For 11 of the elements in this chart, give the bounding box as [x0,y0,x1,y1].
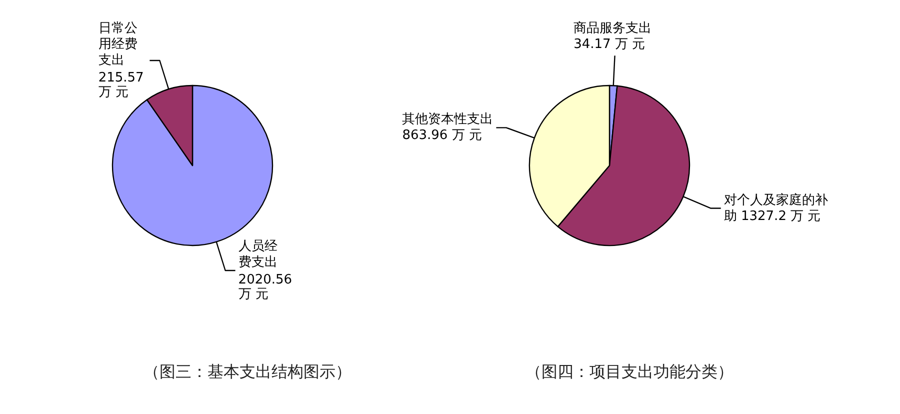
slice-label: 人员经费支出 [238,238,278,270]
data-label: 2020.56 万 元 [238,272,292,302]
slice-label: 商品服务支出 [574,21,652,36]
text: （图三：基本支出结构图示） [144,363,352,381]
data-label: 34.17 万 元 [574,37,646,52]
data-label: 215.57 万 元 [98,70,144,100]
slice-label: 日常公用经费支出 [98,21,138,68]
text: （图四：项目支出功能分类） [526,363,734,381]
slice-label: 其他资本性支出 [402,112,494,128]
slice-label: 对个人及家庭的补助 1327.2 万 元 [724,192,828,224]
data-label: 863.96 万 元 [402,128,482,144]
